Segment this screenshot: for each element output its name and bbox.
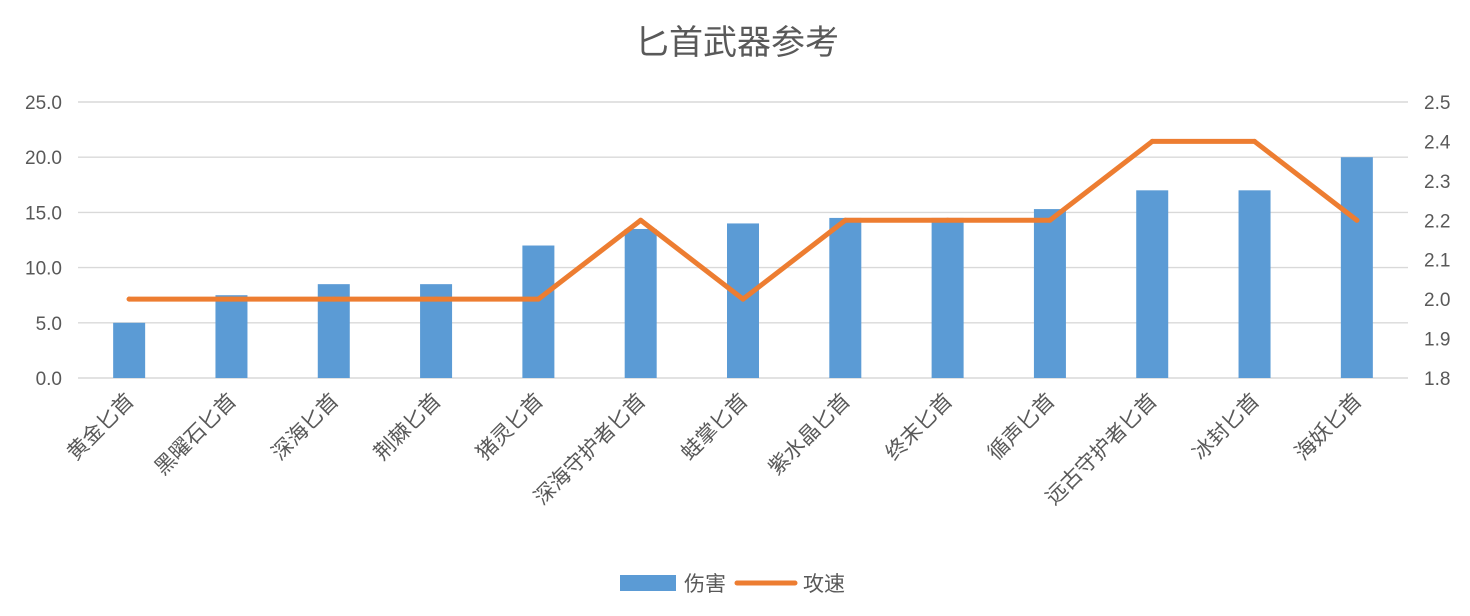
category-label: 蛙掌匕首 (676, 389, 752, 465)
damage-bar (1136, 190, 1169, 378)
category-label: 猪灵匕首 (472, 389, 548, 465)
category-label: 深海守护者匕首 (529, 389, 650, 510)
right-axis-ticks: 1.8 1.9 2.0 2.1 2.2 2.3 2.4 2.5 (1424, 93, 1451, 390)
category-label: 终末匕首 (881, 389, 957, 465)
left-tick-label: 5.0 (36, 314, 62, 335)
right-tick-label: 2.0 (1424, 290, 1450, 311)
speed-point (433, 296, 439, 302)
legend-label-speed: 攻速 (803, 572, 845, 596)
chart-title: 匕首武器参考 (635, 23, 839, 63)
damage-bar (1033, 209, 1066, 378)
damage-bar (624, 228, 657, 378)
speed-point (740, 296, 746, 302)
damage-bar (215, 295, 248, 378)
right-tick-label: 2.5 (1424, 93, 1450, 114)
speed-point (842, 217, 848, 223)
category-label: 海妖匕首 (1290, 389, 1366, 465)
right-tick-label: 2.4 (1424, 132, 1451, 153)
damage-bar (1238, 190, 1271, 378)
speed-line (126, 138, 1360, 302)
category-label: 荆棘匕首 (369, 389, 445, 465)
damage-bar (829, 217, 862, 378)
left-tick-label: 0.0 (36, 369, 62, 390)
damage-bar (522, 245, 555, 378)
right-tick-label: 1.9 (1424, 330, 1450, 351)
legend-label-damage: 伤害 (684, 572, 726, 596)
speed-point (1354, 217, 1360, 223)
category-label: 远古守护者匕首 (1041, 389, 1162, 510)
speed-point (228, 296, 234, 302)
speed-point (331, 296, 337, 302)
category-label: 循声匕首 (983, 389, 1059, 465)
left-tick-label: 10.0 (25, 259, 62, 280)
damage-bar (1340, 157, 1373, 378)
left-tick-label: 20.0 (25, 148, 62, 169)
left-tick-label: 25.0 (25, 93, 62, 114)
speed-point (1149, 138, 1155, 144)
category-label: 冰封匕首 (1188, 389, 1264, 465)
damage-bar (113, 322, 146, 378)
left-tick-label: 15.0 (25, 203, 62, 224)
damage-bar (931, 217, 964, 378)
right-tick-label: 2.1 (1424, 251, 1450, 272)
category-label: 黄金匕首 (62, 389, 138, 465)
right-tick-label: 2.2 (1424, 211, 1450, 232)
speed-point (945, 217, 951, 223)
right-tick-label: 1.8 (1424, 369, 1450, 390)
speed-point (535, 296, 541, 302)
speed-point (638, 217, 644, 223)
damage-bars (113, 157, 1373, 378)
category-label: 紫水晶匕首 (764, 389, 855, 480)
right-tick-label: 2.3 (1424, 172, 1450, 193)
category-label: 深海匕首 (267, 389, 343, 465)
category-label: 黑曜石匕首 (150, 389, 241, 480)
speed-point (126, 296, 132, 302)
legend: 伤害 攻速 (620, 572, 845, 596)
speed-point (1252, 138, 1258, 144)
speed-point (1047, 217, 1053, 223)
left-axis-ticks: 0.0 5.0 10.0 15.0 20.0 25.0 (25, 93, 62, 390)
legend-swatch-damage (620, 575, 676, 591)
